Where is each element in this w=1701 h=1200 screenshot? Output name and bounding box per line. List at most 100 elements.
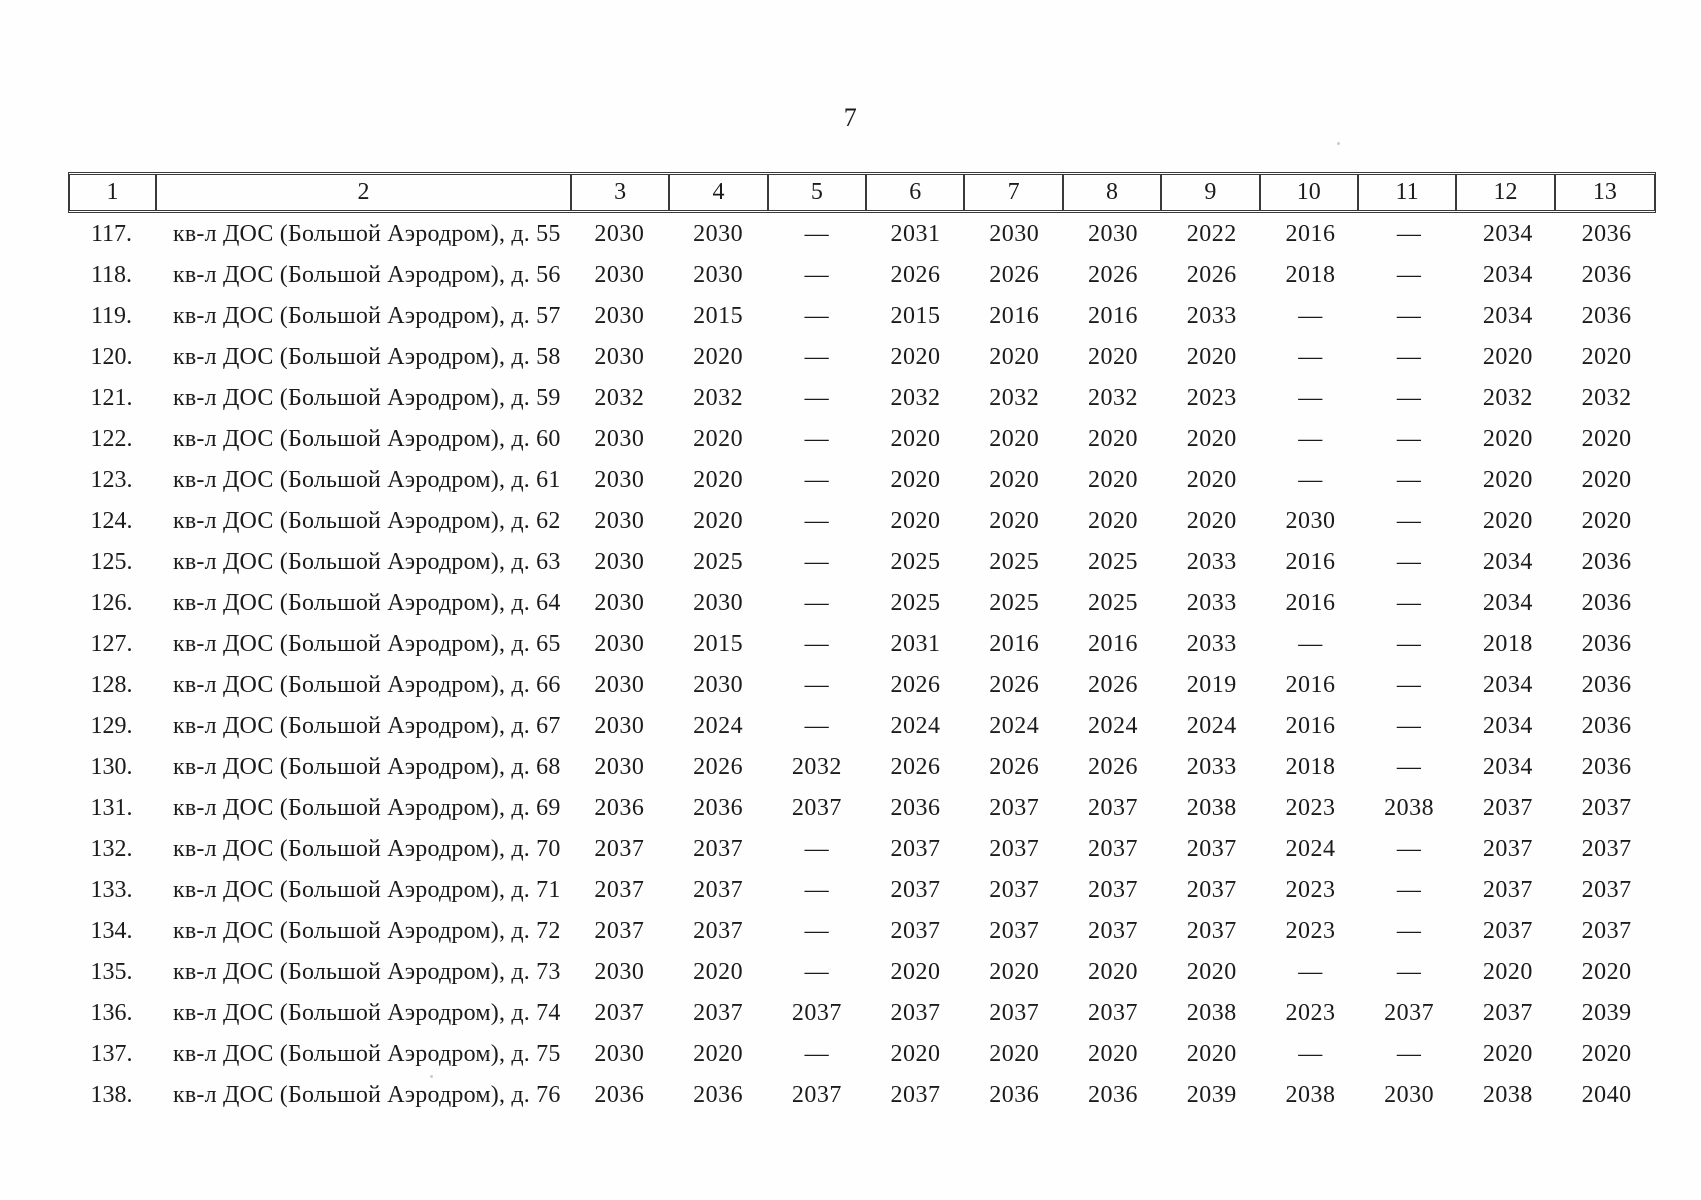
year-cell: 2030 — [594, 221, 645, 247]
year-cell: 2024 — [989, 713, 1040, 739]
row-number: 128. — [90, 672, 133, 698]
year-cell: 2036 — [890, 795, 941, 821]
address-cell: кв-л ДОС (Большой Аэродром), д. 57 — [173, 303, 561, 329]
year-cell: 2030 — [594, 549, 645, 575]
table-row: 133. кв-л ДОС (Большой Аэродром), д. 71 20… — [68, 870, 1656, 911]
year-cell: 2036 — [1581, 262, 1632, 288]
column-header: 11 — [1359, 175, 1458, 210]
year-cell: 2037 — [1482, 1000, 1533, 1026]
year-cell: 2032 — [1087, 385, 1138, 411]
year-cell: 2039 — [1186, 1082, 1237, 1108]
year-cell: — — [1396, 631, 1422, 657]
year-cell: 2020 — [1186, 426, 1237, 452]
year-cell: — — [804, 877, 830, 903]
column-header: 1 — [70, 175, 157, 210]
table-row: 134. кв-л ДОС (Большой Аэродром), д. 72 20… — [68, 911, 1656, 952]
row-number: 130. — [90, 754, 133, 780]
year-cell: 2020 — [989, 467, 1040, 493]
row-number: 135. — [90, 959, 133, 985]
year-cell: — — [1396, 754, 1422, 780]
year-cell: 2037 — [1087, 877, 1138, 903]
year-cell: 2020 — [890, 426, 941, 452]
year-cell: 2040 — [1581, 1082, 1632, 1108]
year-cell: 2015 — [693, 631, 744, 657]
row-number: 129. — [90, 713, 133, 739]
year-cell: — — [804, 262, 830, 288]
year-cell: 2030 — [594, 344, 645, 370]
year-cell: — — [1396, 549, 1422, 575]
year-cell: 2020 — [1087, 508, 1138, 534]
year-cell: — — [804, 713, 830, 739]
address-cell: кв-л ДОС (Большой Аэродром), д. 68 — [173, 754, 561, 780]
table-row: 121. кв-л ДОС (Большой Аэродром), д. 59 20… — [68, 378, 1656, 419]
year-cell: 2023 — [1285, 1000, 1336, 1026]
row-number: 132. — [90, 836, 133, 862]
year-cell: 2026 — [1087, 262, 1138, 288]
year-cell: 2025 — [890, 549, 941, 575]
year-cell: 2037 — [989, 1000, 1040, 1026]
year-cell: 2015 — [693, 303, 744, 329]
table-row: 138. кв-л ДОС (Большой Аэродром), д. 76 20… — [68, 1075, 1656, 1116]
year-cell: 2030 — [594, 262, 645, 288]
year-cell: 2020 — [1482, 508, 1533, 534]
year-cell: 2020 — [1087, 344, 1138, 370]
table-row: 123. кв-л ДОС (Большой Аэродром), д. 61 20… — [68, 460, 1656, 501]
year-cell: 2037 — [1581, 918, 1632, 944]
year-cell: — — [1396, 344, 1422, 370]
address-cell: кв-л ДОС (Большой Аэродром), д. 67 — [173, 713, 561, 739]
row-number: 124. — [90, 508, 133, 534]
year-cell: — — [804, 221, 830, 247]
year-cell: 2020 — [1482, 344, 1533, 370]
year-cell: 2037 — [791, 795, 842, 821]
year-cell: 2037 — [594, 918, 645, 944]
column-header: 12 — [1457, 175, 1556, 210]
year-cell: 2030 — [1087, 221, 1138, 247]
year-cell: 2037 — [989, 918, 1040, 944]
year-cell: 2034 — [1482, 303, 1533, 329]
table-row: 128. кв-л ДОС (Большой Аэродром), д. 66 20… — [68, 665, 1656, 706]
year-cell: 2037 — [1186, 836, 1237, 862]
year-cell: 2038 — [1482, 1082, 1533, 1108]
row-number: 125. — [90, 549, 133, 575]
year-cell: — — [804, 836, 830, 862]
year-cell: 2038 — [1186, 795, 1237, 821]
table-row: 131. кв-л ДОС (Большой Аэродром), д. 69 20… — [68, 788, 1656, 829]
year-cell: — — [804, 508, 830, 534]
year-cell: 2030 — [594, 631, 645, 657]
year-cell: 2036 — [989, 1082, 1040, 1108]
table-header-row: 1 2 3 4 5 6 7 8 9 10 11 12 13 — [68, 172, 1656, 213]
year-cell: 2036 — [693, 1082, 744, 1108]
year-cell: 2037 — [1384, 1000, 1435, 1026]
year-cell: 2033 — [1186, 549, 1237, 575]
year-cell: 2036 — [594, 795, 645, 821]
address-cell: кв-л ДОС (Большой Аэродром), д. 71 — [173, 877, 561, 903]
column-header: 2 — [157, 175, 572, 210]
row-number: 117. — [90, 221, 133, 247]
table-row: 127. кв-л ДОС (Большой Аэродром), д. 65 20… — [68, 624, 1656, 665]
year-cell: — — [1396, 303, 1422, 329]
year-cell: 2020 — [1186, 344, 1237, 370]
year-cell: 2038 — [1285, 1082, 1336, 1108]
year-cell: 2020 — [890, 467, 941, 493]
year-cell: 2038 — [1186, 1000, 1237, 1026]
year-cell: 2037 — [890, 1082, 941, 1108]
year-cell: 2037 — [1186, 877, 1237, 903]
year-cell: 2037 — [1482, 918, 1533, 944]
year-cell: 2037 — [989, 877, 1040, 903]
address-cell: кв-л ДОС (Большой Аэродром), д. 55 — [173, 221, 561, 247]
year-cell: 2020 — [1581, 1041, 1632, 1067]
year-cell: 2031 — [890, 221, 941, 247]
year-cell: 2020 — [890, 1041, 941, 1067]
year-cell: — — [1298, 959, 1323, 985]
year-cell: 2034 — [1482, 672, 1533, 698]
year-cell: 2020 — [1087, 426, 1138, 452]
year-cell: 2039 — [1581, 1000, 1632, 1026]
year-cell: 2019 — [1186, 672, 1237, 698]
year-cell: 2030 — [594, 590, 645, 616]
year-cell: 2037 — [890, 836, 941, 862]
year-cell: 2032 — [1482, 385, 1533, 411]
year-cell: 2036 — [1087, 1082, 1138, 1108]
table-row: 118. кв-л ДОС (Большой Аэродром), д. 56 20… — [68, 255, 1656, 296]
scan-speck — [997, 1048, 1000, 1051]
year-cell: — — [804, 590, 830, 616]
